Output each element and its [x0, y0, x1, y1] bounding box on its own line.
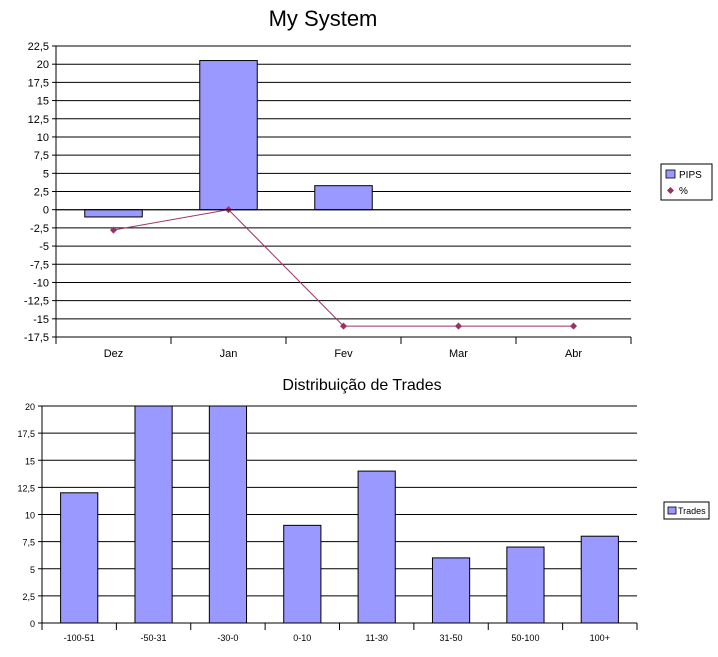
- x-tick-label: 100+: [590, 633, 610, 643]
- x-tick-label: Mar: [449, 348, 468, 360]
- y-tick-label: 7,5: [34, 150, 49, 162]
- legend-swatch-pips: [665, 169, 676, 179]
- x-tick-label: Fev: [334, 348, 353, 360]
- x-tick-label: -50-31: [141, 633, 167, 643]
- y-tick-label: 0: [43, 205, 49, 217]
- point-percent-2: [339, 322, 348, 330]
- point-percent-3: [454, 322, 463, 330]
- bar-trades-1: [134, 405, 173, 624]
- x-tick-label: -100-51: [64, 633, 95, 643]
- y-tick-label: -5: [39, 241, 49, 253]
- bar-pips-1: [199, 60, 258, 211]
- x-tick-label: 0-10: [293, 633, 311, 643]
- legend-label-trades: Trades: [678, 506, 706, 516]
- bar-trades-4: [357, 470, 396, 624]
- chart-my-system: My System 22,5 20 17,5 15 12,5 10 7,5 5 2,5 0 -2,5…: [24, 6, 713, 360]
- bar-trades-3: [283, 524, 322, 624]
- legend: Trades: [663, 501, 710, 520]
- bars-pips: [84, 60, 373, 218]
- chart-title: Distribuição de Trades: [282, 377, 441, 394]
- chart-title: My System: [269, 6, 378, 31]
- x-ticks: -100-51 -50-31 -30-0 0-10 11-30 31-50 50-100 10…: [41, 622, 638, 643]
- legend-swatch-trades: [667, 506, 677, 515]
- y-tick-label: 15: [25, 456, 35, 466]
- y-tick-label: 20: [25, 402, 35, 412]
- y-tick-label: 10: [37, 132, 49, 144]
- y-ticks: 20 17,5 15 12,5 10 7,5 5 2,5 0: [17, 402, 43, 629]
- x-tick-label: Abr: [565, 348, 582, 360]
- y-tick-label: 7,5: [22, 538, 35, 548]
- y-tick-label: -12,5: [24, 296, 49, 308]
- y-tick-label: -7,5: [30, 259, 49, 271]
- x-tick-label: 31-50: [440, 633, 463, 643]
- bar-pips-0: [84, 209, 143, 218]
- x-tick-label: Dez: [104, 348, 124, 360]
- x-tick-label: 50-100: [511, 633, 539, 643]
- y-tick-label: -17,5: [24, 332, 49, 344]
- y-tick-label: 2,5: [34, 187, 49, 199]
- y-tick-label: 12,5: [28, 114, 49, 126]
- y-ticks: 22,5 20 17,5 15 12,5 10 7,5 5 2,5 0 -2,5 -5 -7,5 -10 -…: [24, 41, 57, 344]
- point-percent-4: [569, 322, 578, 330]
- y-tick-label: 22,5: [28, 41, 49, 53]
- bar-trades-6: [506, 546, 545, 624]
- x-tick-label: Jan: [220, 348, 238, 360]
- legend-label-pips: PIPS: [679, 170, 702, 181]
- x-ticks: Dez Jan Fev Mar Abr: [55, 209, 632, 360]
- bar-pips-2: [314, 185, 373, 211]
- legend-box: [663, 501, 710, 520]
- y-tick-label: 12,5: [17, 483, 35, 493]
- y-tick-label: 15: [37, 96, 49, 108]
- y-tick-label: 0: [30, 619, 35, 629]
- y-tick-label: 2,5: [22, 592, 35, 602]
- x-tick-label: 11-30: [366, 633, 388, 643]
- y-tick-label: 17,5: [17, 429, 35, 439]
- y-tick-label: 5: [43, 168, 49, 180]
- bar-trades-7: [580, 535, 619, 624]
- gridlines: [56, 45, 631, 338]
- line-percent: [109, 206, 578, 330]
- legend: PIPS %: [660, 163, 713, 201]
- chart-distribuicao-trades: Distribuição de Trades 20 17,5 15 12,5 10 7,5…: [17, 377, 710, 643]
- bar-trades-2: [208, 405, 248, 624]
- legend-label-percent: %: [679, 186, 688, 197]
- gridlines: [42, 405, 637, 624]
- y-tick-label: 5: [30, 565, 35, 575]
- series-line-percent: [113, 209, 574, 327]
- bar-trades-0: [60, 492, 99, 624]
- point-percent-0: [109, 226, 118, 234]
- y-tick-label: 10: [25, 511, 35, 521]
- y-tick-label: 20: [37, 59, 49, 71]
- y-tick-label: -2,5: [30, 223, 49, 235]
- x-tick-label: -30-0: [217, 633, 238, 643]
- y-tick-label: -15: [33, 314, 49, 326]
- legend-marker-percent: [666, 186, 675, 195]
- y-tick-label: -10: [33, 277, 49, 289]
- bar-trades-5: [431, 557, 471, 624]
- y-tick-label: 17,5: [28, 77, 49, 89]
